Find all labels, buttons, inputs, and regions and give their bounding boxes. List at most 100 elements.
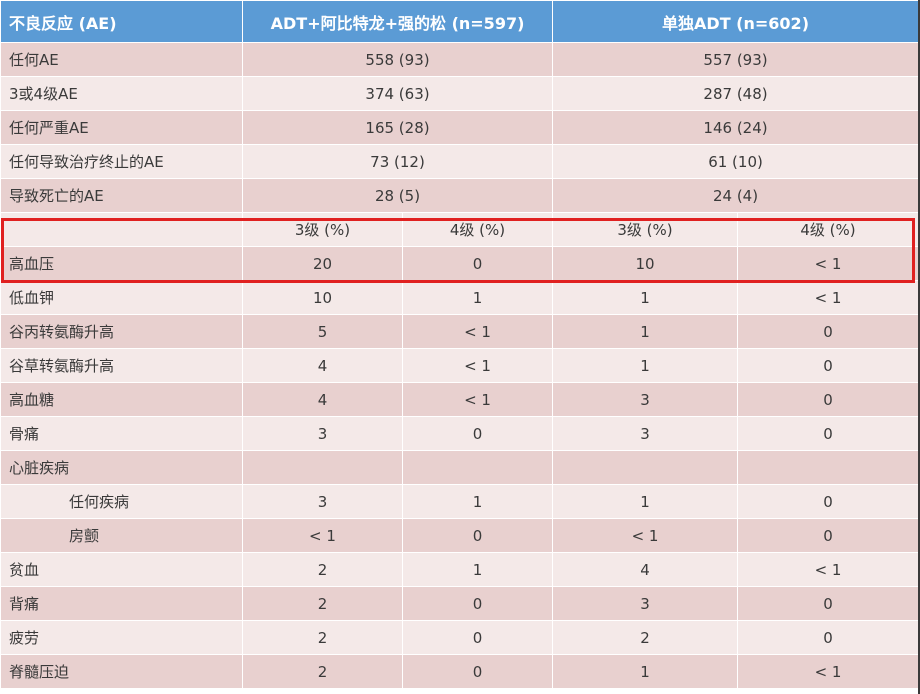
row-label: 心脏疾病 <box>0 450 243 485</box>
combo-value: 28 (5) <box>241 178 554 213</box>
row-label: 任何疾病 <box>0 484 243 519</box>
cell: < 1 <box>737 246 920 281</box>
cell: 4 <box>552 552 739 587</box>
row-label: 背痛 <box>0 586 243 621</box>
table-row: 导致死亡的AE 28 (5) 24 (4) <box>0 178 920 213</box>
row-label: 低血钾 <box>0 280 243 315</box>
cell: 3 <box>552 416 739 451</box>
cell: 1 <box>552 314 739 349</box>
cell: 3 <box>552 586 739 621</box>
row-label: 谷丙转氨酶升高 <box>0 314 243 349</box>
cell <box>401 450 554 485</box>
cell: < 1 <box>401 314 554 349</box>
cell: 0 <box>737 518 920 553</box>
cell: 4 <box>242 382 403 417</box>
cell: 2 <box>242 620 403 655</box>
table-header-row: 不良反应 (AE) ADT+阿比特龙+强的松 (n=597) 单独ADT (n=… <box>0 0 920 43</box>
adt-value: 557 (93) <box>552 42 920 77</box>
row-label: 疲劳 <box>0 620 243 655</box>
table-row: 背痛 2 0 3 0 <box>0 586 920 621</box>
cell: 3 <box>552 382 739 417</box>
cell: 2 <box>242 654 403 689</box>
cell: < 1 <box>401 382 554 417</box>
table-row: 心脏疾病 <box>0 450 920 485</box>
cell: 4 <box>242 348 403 383</box>
cell: 1 <box>552 280 739 315</box>
cell: < 1 <box>737 280 920 315</box>
grade3-adt-header: 3级 (%) <box>552 212 739 247</box>
cell <box>552 450 739 485</box>
row-label: 贫血 <box>0 552 243 587</box>
table-row: 谷丙转氨酶升高 5 < 1 1 0 <box>0 314 920 349</box>
row-label: 导致死亡的AE <box>0 178 243 213</box>
cell <box>242 450 403 485</box>
header-combo: ADT+阿比特龙+强的松 (n=597) <box>241 0 554 43</box>
cell: 0 <box>737 348 920 383</box>
table-row: 任何AE 558 (93) 557 (93) <box>0 42 920 77</box>
cell: 2 <box>242 586 403 621</box>
cell: 1 <box>401 552 554 587</box>
table-row: 脊髓压迫 2 0 1 < 1 <box>0 654 920 689</box>
cell: 20 <box>242 246 403 281</box>
header-adt: 单独ADT (n=602) <box>552 0 920 43</box>
grade4-combo-header: 4级 (%) <box>401 212 554 247</box>
cell: 0 <box>737 416 920 451</box>
cell: < 1 <box>242 518 403 553</box>
grade-header-empty <box>0 212 243 247</box>
table-row: 疲劳 2 0 2 0 <box>0 620 920 655</box>
cell: < 1 <box>737 654 920 689</box>
table-row: 3或4级AE 374 (63) 287 (48) <box>0 76 920 111</box>
adt-value: 287 (48) <box>552 76 920 111</box>
row-label: 谷草转氨酶升高 <box>0 348 243 383</box>
cell: 1 <box>552 654 739 689</box>
cell: 2 <box>242 552 403 587</box>
cell: 2 <box>552 620 739 655</box>
row-label: 房颤 <box>0 518 243 553</box>
combo-value: 165 (28) <box>241 110 554 145</box>
cell <box>737 450 920 485</box>
cell: 5 <box>242 314 403 349</box>
table-row: 任何导致治疗终止的AE 73 (12) 61 (10) <box>0 144 920 179</box>
cell: 0 <box>401 620 554 655</box>
adt-value: 146 (24) <box>552 110 920 145</box>
adt-value: 61 (10) <box>552 144 920 179</box>
cell: 1 <box>401 280 554 315</box>
table-row: 高血压 20 0 10 < 1 <box>0 246 920 281</box>
row-label: 高血压 <box>0 246 243 281</box>
header-ae: 不良反应 (AE) <box>0 0 243 43</box>
row-label: 任何导致治疗终止的AE <box>0 144 243 179</box>
row-label: 任何AE <box>0 42 243 77</box>
row-label: 高血糖 <box>0 382 243 417</box>
table-row: 贫血 2 1 4 < 1 <box>0 552 920 587</box>
cell: 0 <box>401 586 554 621</box>
cell: 10 <box>552 246 739 281</box>
adt-value: 24 (4) <box>552 178 920 213</box>
page-edge <box>918 0 920 694</box>
table-row: 骨痛 3 0 3 0 <box>0 416 920 451</box>
grade-header-row: 3级 (%) 4级 (%) 3级 (%) 4级 (%) <box>0 212 920 247</box>
row-label: 骨痛 <box>0 416 243 451</box>
cell: 0 <box>737 586 920 621</box>
table-row: 任何疾病 3 1 1 0 <box>0 484 920 519</box>
cell: 3 <box>242 416 403 451</box>
row-label: 任何严重AE <box>0 110 243 145</box>
table-row: 低血钾 10 1 1 < 1 <box>0 280 920 315</box>
cell: < 1 <box>737 552 920 587</box>
cell: 1 <box>552 348 739 383</box>
cell: < 1 <box>552 518 739 553</box>
row-label: 3或4级AE <box>0 76 243 111</box>
cell: 0 <box>737 382 920 417</box>
cell: 0 <box>401 518 554 553</box>
cell: 0 <box>737 620 920 655</box>
grade3-combo-header: 3级 (%) <box>242 212 403 247</box>
table-row: 谷草转氨酶升高 4 < 1 1 0 <box>0 348 920 383</box>
row-label: 脊髓压迫 <box>0 654 243 689</box>
grade4-adt-header: 4级 (%) <box>737 212 920 247</box>
cell: 0 <box>401 246 554 281</box>
table-row: 任何严重AE 165 (28) 146 (24) <box>0 110 920 145</box>
table-row: 房颤 < 1 0 < 1 0 <box>0 518 920 553</box>
cell: 1 <box>401 484 554 519</box>
cell: 0 <box>737 314 920 349</box>
cell: 3 <box>242 484 403 519</box>
